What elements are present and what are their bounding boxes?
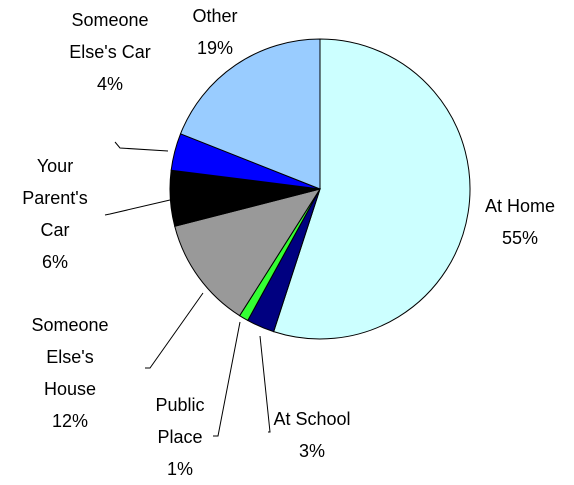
slice-label: Your Parent's Car 6%	[15, 150, 95, 278]
pie-slice	[174, 188, 322, 317]
slice-label: Other 19%	[170, 0, 260, 64]
value-label: 1%	[166, 459, 193, 479]
value-label: 55%	[501, 228, 539, 248]
category-label: Public Place	[155, 395, 205, 447]
value-label: 3%	[298, 441, 325, 461]
leader-line	[213, 321, 241, 437]
value-label: 4%	[96, 74, 123, 94]
category-label: Other	[192, 6, 238, 26]
slice-label: Someone Else's House 12%	[20, 309, 120, 437]
category-label: At School	[273, 409, 351, 429]
category-label: Someone Else's House	[31, 315, 109, 399]
value-label: 6%	[41, 252, 68, 272]
pie-slice	[179, 38, 321, 190]
slice-label: At School 3%	[252, 403, 372, 467]
slice-label: Someone Else's Car 4%	[60, 4, 160, 100]
leader-line	[145, 292, 204, 369]
value-label: 12%	[51, 411, 89, 431]
leader-line	[259, 335, 271, 433]
slice-label: Public Place 1%	[143, 389, 218, 485]
value-label: 19%	[196, 38, 234, 58]
category-label: At Home	[484, 196, 556, 216]
pie-slice	[273, 38, 471, 340]
leader-line	[104, 199, 171, 216]
leader-line	[114, 141, 169, 152]
category-label: Someone Else's Car	[69, 10, 151, 62]
category-label: Your Parent's Car	[22, 156, 88, 240]
slice-label: At Home 55%	[460, 190, 574, 254]
